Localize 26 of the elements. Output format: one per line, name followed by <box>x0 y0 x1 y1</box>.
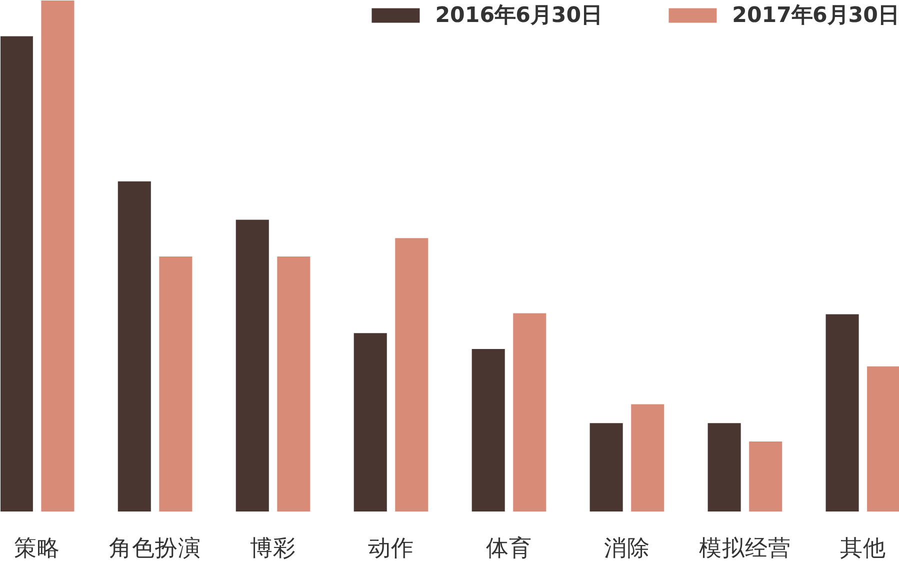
x-tick-label: 策略 <box>14 536 60 562</box>
bar <box>708 423 741 512</box>
bar <box>826 314 859 512</box>
x-tick-label: 其他 <box>840 536 886 562</box>
legend-label: 2016年6月30日 <box>435 2 602 29</box>
bar <box>236 220 269 512</box>
legend-label: 2017年6月30日 <box>732 2 899 29</box>
bar <box>277 256 310 512</box>
x-tick-label: 角色扮演 <box>109 536 202 562</box>
bar <box>159 256 192 512</box>
bar <box>749 441 782 512</box>
bar <box>395 238 428 512</box>
bar <box>354 333 387 512</box>
bar <box>118 181 151 512</box>
bar <box>590 423 623 512</box>
bar <box>0 36 33 512</box>
bar <box>472 349 505 512</box>
bar <box>513 313 546 512</box>
x-tick-label: 动作 <box>368 536 414 562</box>
bar <box>631 404 664 512</box>
x-tick-label: 消除 <box>604 536 650 562</box>
bar <box>867 366 899 512</box>
x-tick-label: 博彩 <box>250 536 296 562</box>
x-tick-label: 模拟经营 <box>698 536 791 562</box>
bar <box>41 0 74 512</box>
x-tick-label: 体育 <box>486 536 532 562</box>
